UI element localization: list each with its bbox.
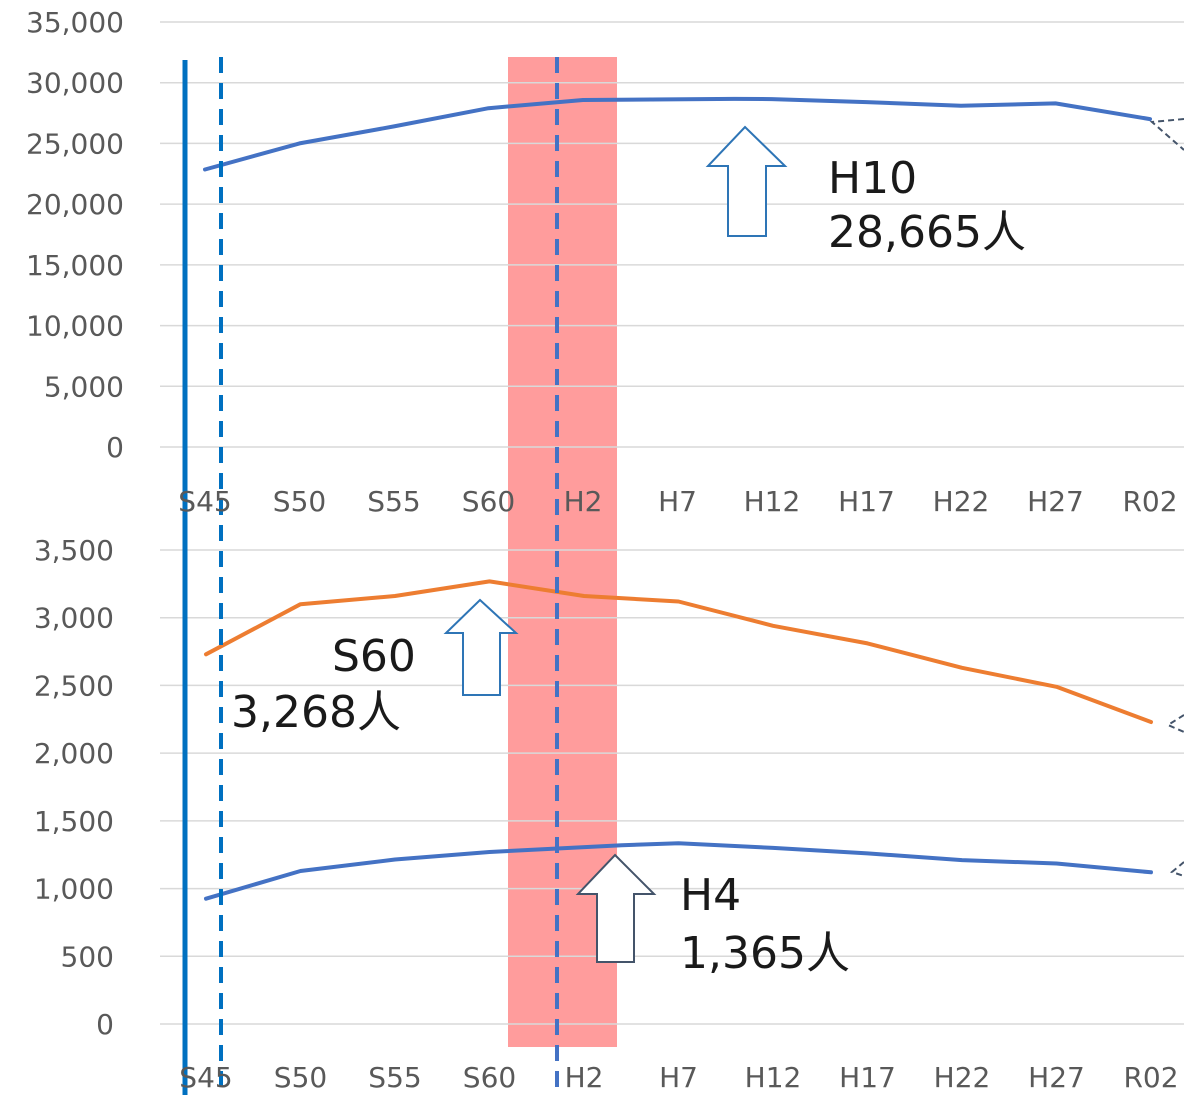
x-tick-label: R02	[1123, 1061, 1178, 1094]
x-tick-label: H27	[1027, 485, 1084, 518]
series-line-1-0	[204, 579, 1153, 724]
annotation-s60-label: S60	[332, 631, 416, 682]
y-tick-label: 0	[106, 431, 124, 464]
x-tick-label: S60	[463, 1061, 516, 1094]
x-tick-label: H17	[838, 485, 895, 518]
up-arrow-icon	[705, 125, 788, 237]
x-tick-label: R02	[1122, 485, 1177, 518]
x-tick-label: S50	[273, 485, 326, 518]
annotation-h10-label: H10	[828, 153, 917, 204]
annotation-h4-value: 1,365人	[680, 928, 850, 979]
y-tick-label: 3,000	[34, 602, 114, 635]
x-tick-label: S45	[178, 485, 231, 518]
callout-pointer-top	[1149, 118, 1184, 151]
annotation-s60-value: 3,268人	[231, 687, 401, 738]
series-layer	[203, 96, 1153, 901]
annotation-h10-value: 28,665人	[828, 207, 1026, 258]
x-tick-label: H22	[934, 1061, 991, 1094]
x-tick-label: H2	[564, 485, 603, 518]
x-tick-label: S50	[274, 1061, 327, 1094]
y-tick-label: 1,000	[34, 873, 114, 906]
tick-layer: 35,000 30,000 25,000 20,000 15,000 10,000 5,00…	[26, 6, 1179, 1094]
callout-pointer-mid	[1165, 714, 1184, 733]
x-tick-label: H12	[745, 1061, 802, 1094]
annotation-h4: H4 1,365人	[575, 853, 850, 979]
y-tick-label: 3,500	[34, 534, 114, 567]
x-tick-label: S55	[367, 485, 420, 518]
up-arrow-icon	[575, 853, 657, 963]
y-tick-label: 20,000	[26, 188, 124, 221]
x-tick-label: S55	[368, 1061, 421, 1094]
annotation-s60: S60 3,268人	[231, 598, 519, 738]
x-tick-label: H2	[565, 1061, 604, 1094]
y-tick-label: 25,000	[26, 127, 124, 160]
y-tick-label: 35,000	[26, 6, 124, 39]
y-tick-label: 0	[96, 1008, 114, 1041]
x-tick-label: H7	[659, 1061, 698, 1094]
x-tick-label: S60	[462, 485, 515, 518]
y-tick-label: 10,000	[26, 310, 124, 343]
y-tick-label: 15,000	[26, 249, 124, 282]
series-line-1-1	[204, 841, 1153, 901]
y-tick-label: 500	[61, 940, 114, 973]
x-tick-label: H22	[933, 485, 990, 518]
y-tick-label: 1,500	[34, 805, 114, 838]
grid-layer	[160, 21, 1184, 1025]
x-tick-label: H12	[744, 485, 801, 518]
x-tick-label: S45	[179, 1061, 232, 1094]
up-arrow-icon	[443, 598, 519, 696]
x-tick-label: H27	[1028, 1061, 1085, 1094]
x-tick-label: H17	[839, 1061, 896, 1094]
annotation-h10: H10 28,665人	[705, 125, 1026, 258]
y-tick-label: 5,000	[44, 370, 124, 403]
y-tick-label: 2,000	[34, 737, 114, 770]
series-line-0-0	[203, 96, 1152, 172]
y-tick-label: 2,500	[34, 669, 114, 702]
annotation-h4-label: H4	[680, 870, 741, 921]
y-tick-label: 30,000	[26, 67, 124, 100]
x-tick-label: H7	[658, 485, 697, 518]
callout-pointer-bottom	[1169, 861, 1184, 877]
